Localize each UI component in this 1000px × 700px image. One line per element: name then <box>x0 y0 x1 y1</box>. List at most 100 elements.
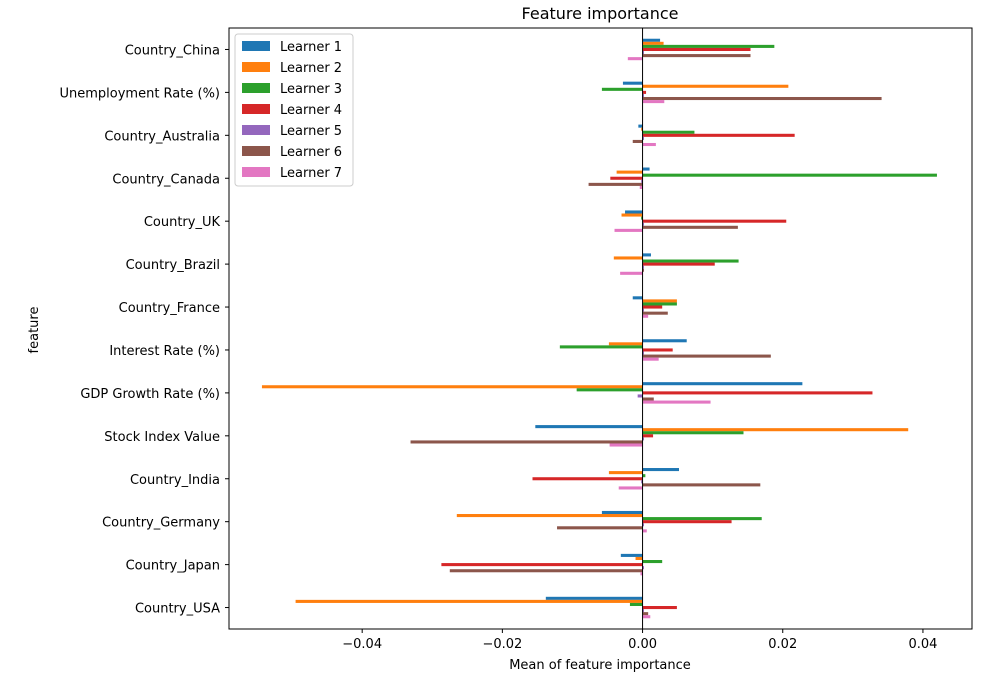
bar-4-10 <box>642 434 654 438</box>
bar-7-8 <box>642 357 659 361</box>
bar-1-4 <box>642 167 650 171</box>
bar-3-14 <box>629 602 643 607</box>
bar-2-13 <box>635 556 643 561</box>
bar-7-4 <box>639 185 643 189</box>
bar-1-3 <box>638 124 643 128</box>
bar-7-13 <box>640 572 643 576</box>
bar-6-9 <box>642 397 654 401</box>
bar-3-2 <box>601 87 643 91</box>
bar-3-11 <box>642 474 646 478</box>
bar-6-13 <box>449 569 643 573</box>
bar-2-2 <box>642 84 789 88</box>
bar-3-1 <box>642 44 775 48</box>
bar-6-5 <box>642 225 738 229</box>
x-tick-label: −0.02 <box>482 637 522 652</box>
bars-group <box>261 38 937 619</box>
legend-swatch <box>242 83 270 93</box>
bar-7-3 <box>642 142 656 147</box>
bar-5-12 <box>642 523 644 527</box>
legend-label: Learner 3 <box>280 82 342 97</box>
bar-3-13 <box>642 560 663 564</box>
y-tick-label: Country_Brazil <box>126 258 220 273</box>
bar-2-8 <box>608 342 643 346</box>
bar-2-7 <box>642 299 677 303</box>
bar-2-12 <box>456 514 643 518</box>
legend-swatch <box>242 167 270 177</box>
bar-6-2 <box>642 96 882 101</box>
x-axis-label: Mean of feature importance <box>509 658 691 673</box>
legend-label: Learner 2 <box>280 61 342 76</box>
x-axis-ticks: −0.04 −0.02 0.00 0.02 0.04 <box>342 629 937 652</box>
bar-4-3 <box>642 133 795 137</box>
y-tick-label: Country_India <box>130 473 220 488</box>
bar-5-9 <box>637 394 643 398</box>
legend-swatch <box>242 125 270 135</box>
legend: Learner 1 Learner 2 Learner 3 Learner 4 Lear… <box>234 33 354 187</box>
y-tick-label: Country_Germany <box>102 516 220 531</box>
bar-2-11 <box>608 471 643 475</box>
bar-3-5 <box>641 216 643 220</box>
bar-4-2 <box>642 90 647 94</box>
bar-1-14 <box>545 596 643 600</box>
legend-swatch <box>242 146 270 156</box>
bar-7-10 <box>609 443 643 447</box>
bar-6-3 <box>632 139 643 143</box>
bar-5-14 <box>642 609 644 613</box>
bar-1-7 <box>632 296 643 300</box>
y-tick-label: Interest Rate (%) <box>109 344 220 359</box>
bar-6-10 <box>410 440 643 444</box>
bar-1-2 <box>622 81 643 85</box>
bar-4-7 <box>642 305 663 309</box>
bar-3-12 <box>642 517 762 521</box>
bar-7-12 <box>642 529 647 533</box>
bar-7-2 <box>642 100 665 104</box>
bar-2-1 <box>642 41 664 45</box>
y-tick-label: Country_Australia <box>104 129 220 144</box>
bar-5-3 <box>642 136 644 140</box>
legend-label: Learner 5 <box>280 124 342 139</box>
x-tick-label: 0.04 <box>908 637 937 652</box>
y-tick-label: Country_UK <box>144 215 221 230</box>
bar-7-6 <box>620 271 643 275</box>
bar-4-4 <box>610 176 643 180</box>
bar-3-10 <box>642 431 744 435</box>
bar-3-4 <box>642 173 937 177</box>
legend-swatch <box>242 62 270 72</box>
bar-7-7 <box>642 314 649 318</box>
bar-4-9 <box>642 391 873 395</box>
y-tick-label: Country_France <box>119 301 220 316</box>
bar-4-11 <box>532 477 643 481</box>
bar-3-9 <box>576 388 643 392</box>
bar-7-5 <box>614 228 643 232</box>
bar-2-6 <box>613 256 643 260</box>
legend-swatch <box>242 104 270 114</box>
bar-2-10 <box>642 428 909 432</box>
bar-6-12 <box>557 526 643 530</box>
bar-6-4 <box>588 182 643 186</box>
bar-5-1 <box>642 50 644 55</box>
x-tick-label: 0.02 <box>768 637 797 652</box>
bar-6-7 <box>642 311 668 315</box>
bar-6-8 <box>642 354 771 358</box>
bar-5-11 <box>641 480 643 484</box>
y-axis-ticks: Country_China Unemployment Rate (%) Countr… <box>60 43 229 617</box>
bar-2-5 <box>621 213 643 217</box>
y-axis-label: feature <box>27 307 42 354</box>
bar-5-7 <box>642 308 644 312</box>
legend-label: Learner 7 <box>280 166 342 181</box>
bar-5-2 <box>642 93 644 97</box>
bar-1-11 <box>642 468 680 472</box>
bar-5-6 <box>642 265 644 269</box>
bar-3-7 <box>642 302 677 306</box>
legend-label: Learner 4 <box>280 103 342 118</box>
bar-6-1 <box>642 54 751 58</box>
bar-4-13 <box>441 563 643 567</box>
bar-6-6 <box>642 268 644 272</box>
y-tick-label: GDP Growth Rate (%) <box>80 387 220 402</box>
bar-2-14 <box>295 599 643 603</box>
bar-5-5 <box>642 222 644 226</box>
bar-5-4 <box>641 179 643 183</box>
bar-5-8 <box>642 351 644 355</box>
bar-2-3 <box>641 127 643 131</box>
